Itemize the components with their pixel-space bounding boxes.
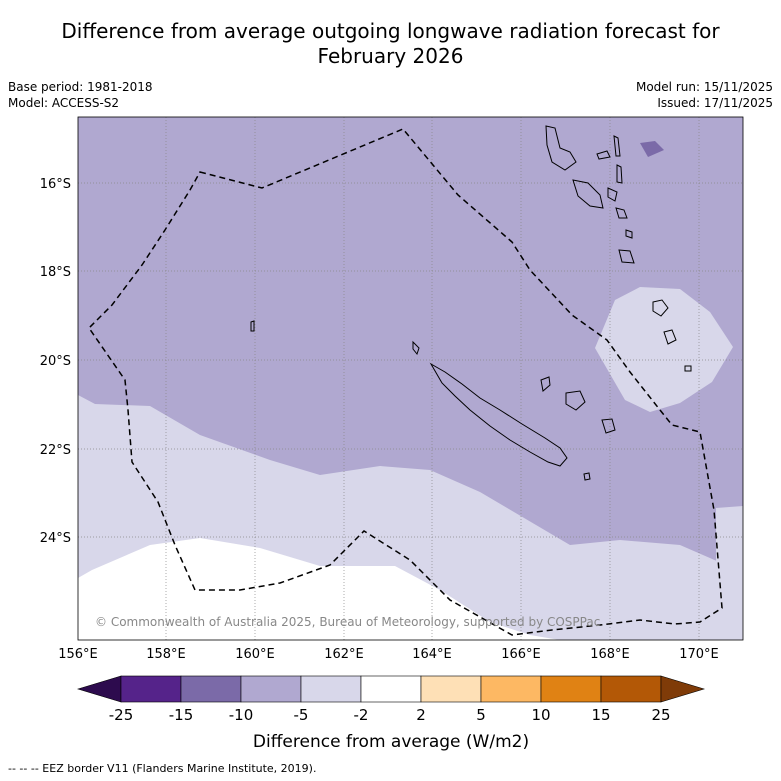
anomaly-zone-light-se — [716, 506, 743, 575]
copyright-text: © Commonwealth of Australia 2025, Bureau… — [95, 615, 600, 629]
colorbar-title: Difference from average (W/m2) — [253, 732, 529, 752]
colorbar-label-1: -25 — [109, 706, 134, 724]
colorbar-swatch-7 — [480, 675, 542, 703]
meta-right: Model run: 15/11/2025 Issued: 17/11/2025 — [636, 79, 773, 111]
title-line-1: Difference from average outgoing longwav… — [61, 19, 720, 43]
issued-date: Issued: 17/11/2025 — [657, 96, 773, 110]
espiritu-santo — [545, 125, 577, 171]
map-frame — [77, 116, 744, 641]
ambae — [596, 150, 611, 160]
map-title: Difference from average outgoing longwav… — [0, 19, 781, 69]
colorbar-swatch-1 — [120, 675, 182, 703]
walpole-island — [583, 472, 591, 481]
colorbar-label-3: -10 — [229, 706, 254, 724]
lon-ticks: 156°E 158°E 160°E 162°E 164°E 166°E 168°… — [58, 647, 719, 662]
footnote: -- -- -- EEZ border V11 (Flanders Marine… — [8, 762, 317, 775]
new-caledonia-island — [429, 362, 568, 467]
lon-tick-164: 164°E — [412, 647, 452, 662]
chesterfield-islands — [250, 320, 255, 332]
erromango — [618, 249, 635, 264]
pentecost — [616, 164, 623, 184]
lon-tick-170: 170°E — [679, 647, 719, 662]
lat-tick-18: 18°S — [40, 265, 71, 280]
colorbar-swatch-4 — [300, 675, 362, 703]
anomaly-zone-white — [78, 538, 560, 640]
belep-island — [412, 340, 420, 356]
title-line-2: February 2026 — [317, 44, 464, 68]
maewo — [613, 135, 621, 157]
lon-tick-160: 160°E — [235, 647, 275, 662]
efate — [615, 207, 628, 219]
island-ne-3 — [684, 365, 692, 372]
colorbar-swatch-3 — [240, 675, 302, 703]
colorbar-label-7: 5 — [476, 706, 486, 724]
coastlines — [250, 125, 692, 481]
colorbar-label-9: 15 — [591, 706, 610, 724]
colorbar-swatch-8 — [540, 675, 602, 703]
island-ne-2 — [663, 329, 677, 345]
colorbar-label-8: 10 — [531, 706, 550, 724]
colorbar-swatch-2 — [180, 675, 242, 703]
colorbar-swatch-9 — [600, 675, 662, 703]
lon-tick-168: 168°E — [590, 647, 630, 662]
colorbar-label-5: -2 — [354, 706, 369, 724]
malekula — [572, 179, 604, 209]
colorbar-label-4: -5 — [294, 706, 309, 724]
eez-border — [88, 128, 723, 636]
map-area: © Commonwealth of Australia 2025, Bureau… — [78, 117, 743, 640]
colorbar-extend-high — [660, 675, 706, 703]
colorbar: -25 -15 -10 -5 -2 2 5 10 15 25 Differenc… — [76, 675, 706, 752]
lon-tick-166: 166°E — [501, 647, 541, 662]
colorbar-label-10: 25 — [651, 706, 670, 724]
colorbar-extend-low — [76, 675, 122, 703]
base-period: Base period: 1981-2018 — [8, 80, 153, 94]
epi — [607, 187, 618, 202]
anomaly-zone-light-ne — [595, 287, 733, 412]
model-run: Model run: 15/11/2025 — [635, 80, 773, 94]
loyalty-islands — [540, 376, 551, 392]
model-name: Model: ACCESS-S2 — [8, 96, 120, 110]
mare-island — [601, 418, 616, 434]
island-ne-1 — [652, 299, 669, 317]
colorbar-label-2: -15 — [169, 706, 194, 724]
lat-tick-16: 16°S — [40, 177, 71, 192]
lat-tick-24: 24°S — [40, 531, 71, 546]
tanna — [625, 229, 633, 239]
lifou-island — [565, 390, 586, 411]
lon-tick-156: 156°E — [58, 647, 98, 662]
lat-ticks: 16°S 18°S 20°S 22°S 24°S — [40, 177, 71, 546]
colorbar-swatch-5 — [360, 675, 422, 703]
lat-tick-22: 22°S — [40, 443, 71, 458]
lat-tick-20: 20°S — [40, 354, 71, 369]
colorbar-swatch-6 — [420, 675, 482, 703]
lon-tick-158: 158°E — [146, 647, 186, 662]
colorbar-label-6: 2 — [416, 706, 426, 724]
anomaly-zone-dark — [640, 141, 664, 157]
gridlines — [78, 117, 743, 640]
lon-tick-162: 162°E — [324, 647, 364, 662]
meta-left: Base period: 1981-2018 Model: ACCESS-S2 — [8, 79, 153, 111]
